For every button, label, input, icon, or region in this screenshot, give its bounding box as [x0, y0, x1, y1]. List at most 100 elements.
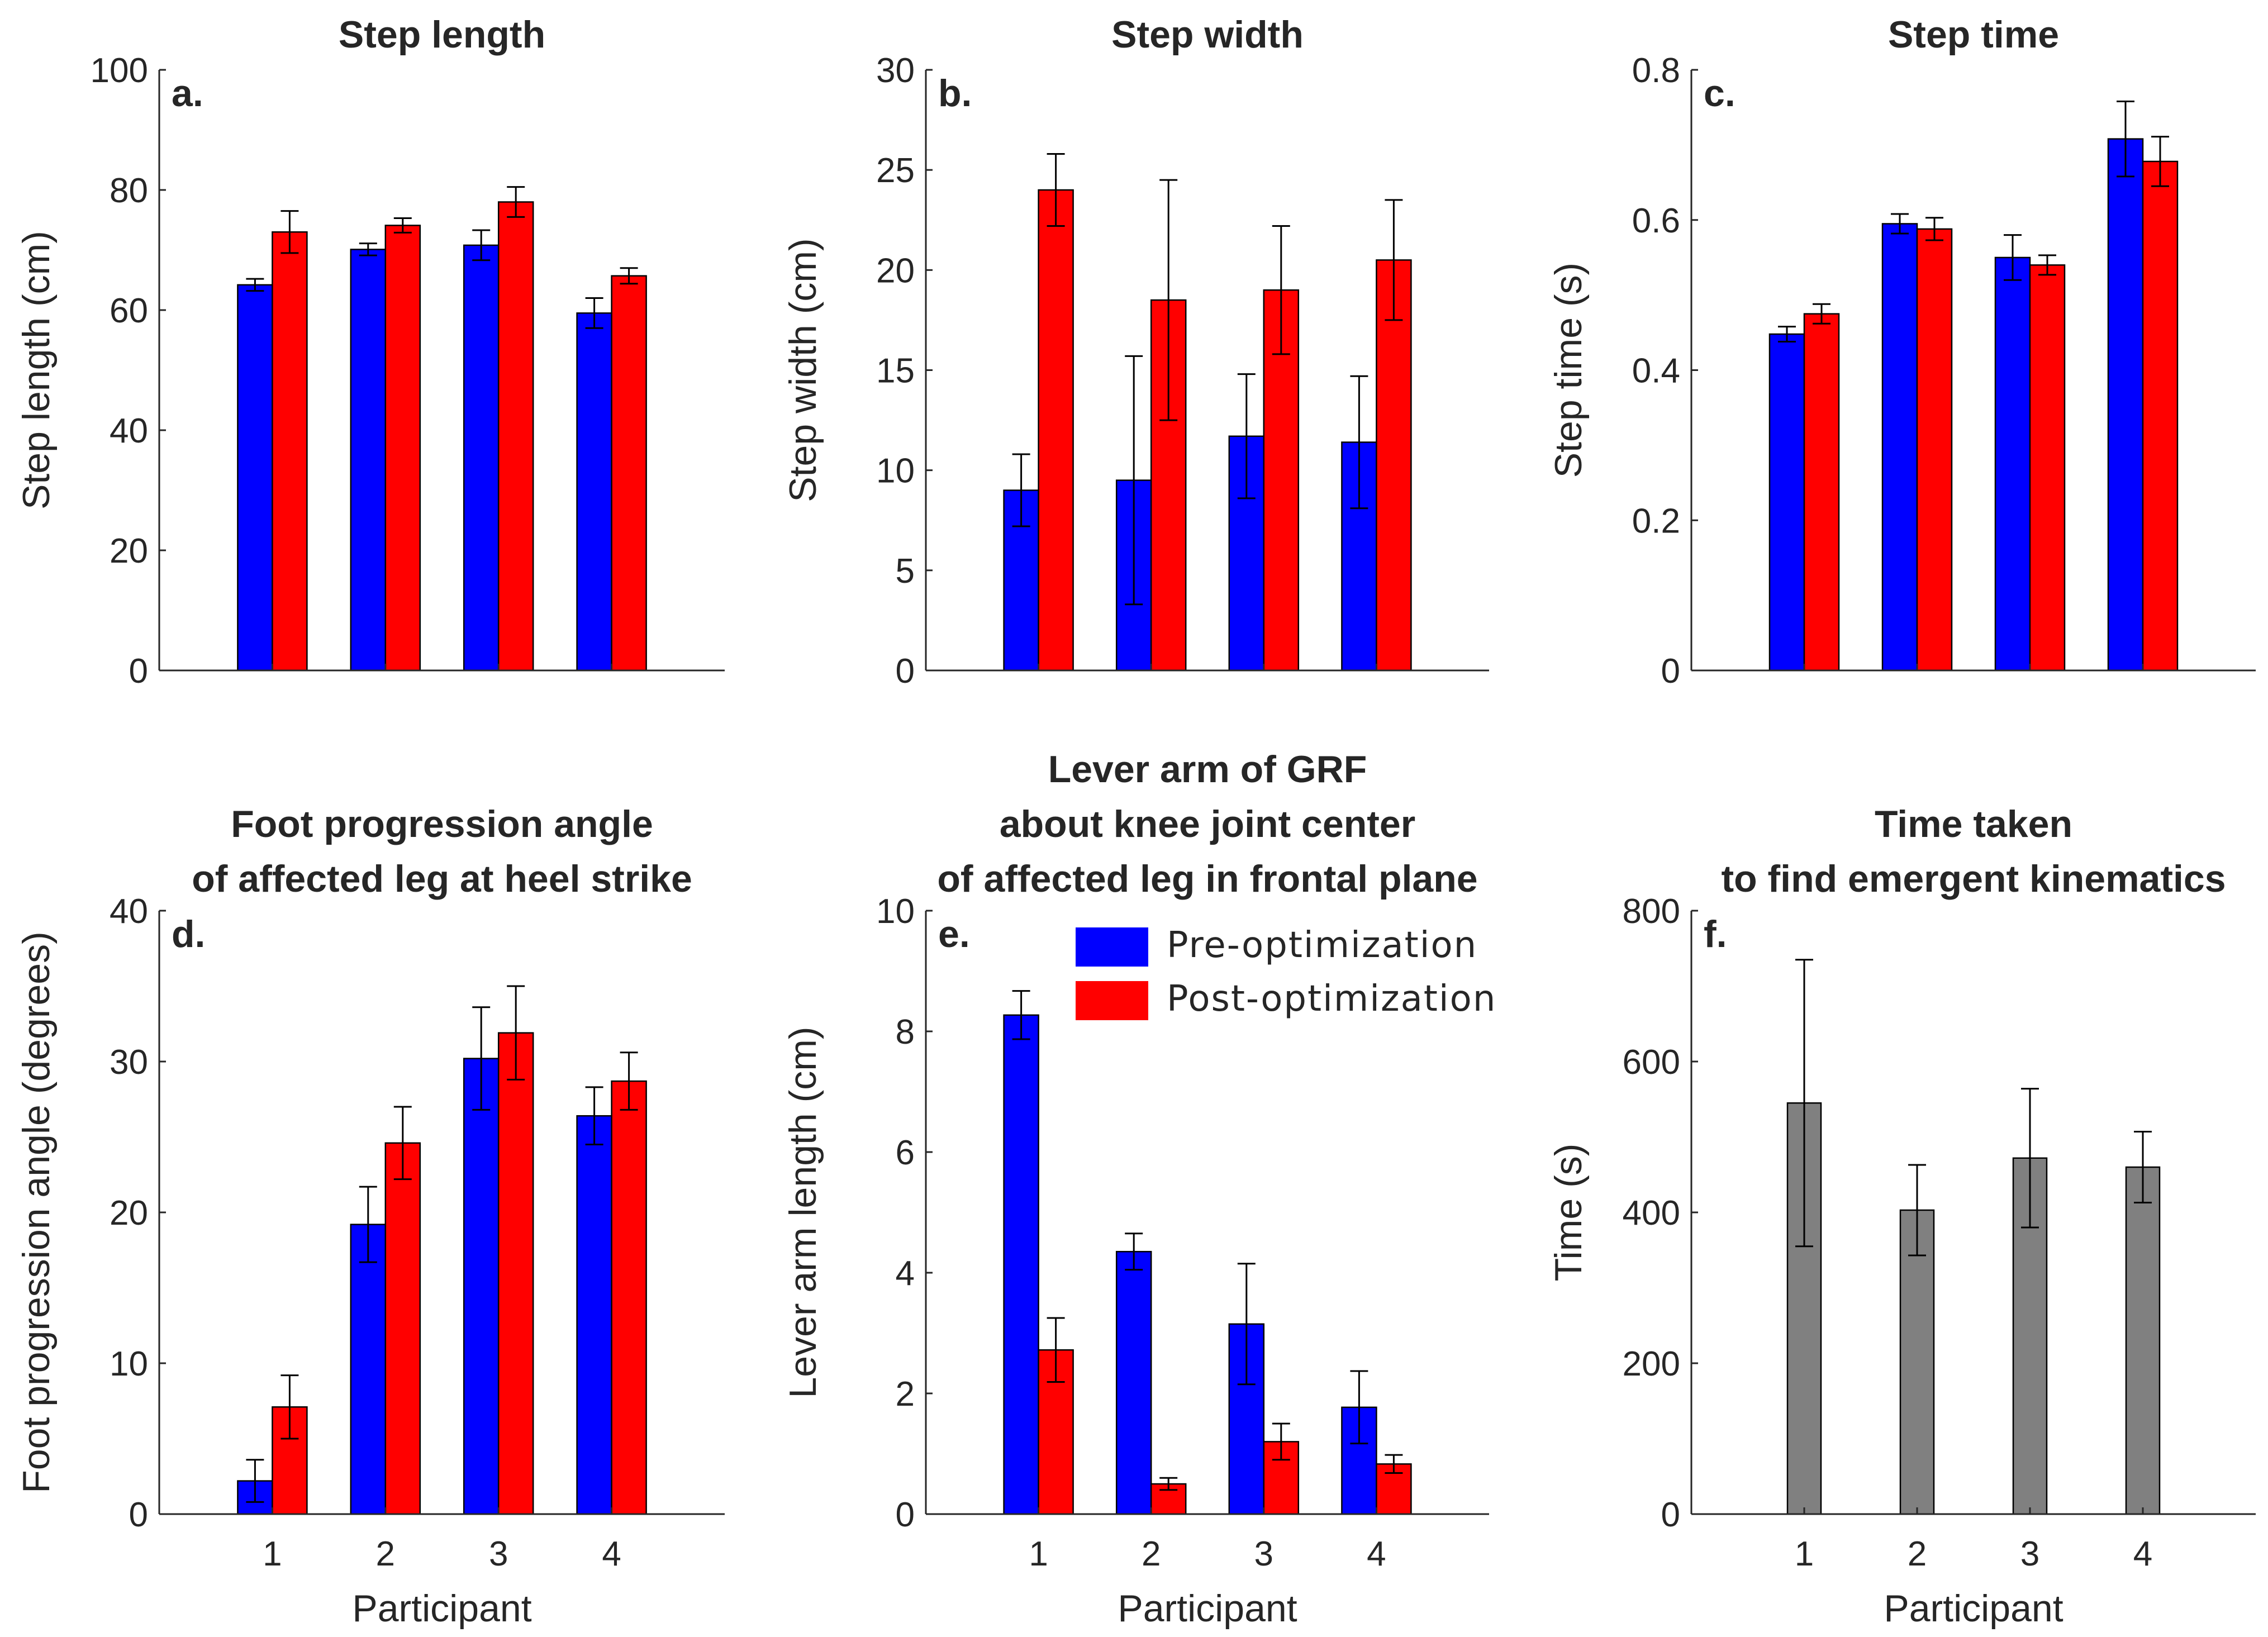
- chart-title-line: Step length: [339, 13, 545, 56]
- y-tick-label: 800: [1623, 892, 1680, 931]
- y-tick-label: 0: [896, 1496, 915, 1534]
- y-tick-label: 2: [896, 1375, 915, 1414]
- legend-label: Pre-optimization: [1167, 925, 1477, 966]
- bar-pre-p2: [350, 249, 387, 672]
- y-tick-label: 20: [110, 532, 148, 570]
- bar-post-p1: [1803, 313, 1840, 672]
- y-tick-label: 10: [876, 452, 915, 491]
- y-tick-label: 0.8: [1632, 51, 1680, 90]
- error-bar: [246, 278, 264, 292]
- y-axis-label: Step time (s): [1547, 263, 1590, 478]
- error-bar: [359, 1186, 377, 1263]
- error-bar: [1385, 199, 1403, 321]
- bar-pre-p3: [463, 1058, 500, 1515]
- error-bar: [393, 217, 412, 234]
- error-bar: [2021, 1088, 2039, 1229]
- error-bar: [1350, 375, 1368, 510]
- error-bar: [1237, 373, 1256, 499]
- bar-post-p4: [611, 275, 647, 672]
- chart-panel-b: Step width 0 5 10 15 20 25 30 Step width (cm) b.: [782, 13, 1489, 691]
- y-tick-label: 15: [876, 352, 915, 391]
- y-tick-label: 4: [896, 1254, 915, 1293]
- x-tick-label: 1: [1029, 1535, 1048, 1573]
- x-tick-label: 2: [376, 1535, 395, 1573]
- x-tick-label: 3: [489, 1535, 508, 1573]
- panel-label: b.: [938, 72, 972, 115]
- y-tick-label: 600: [1623, 1043, 1680, 1082]
- chart-title-line: Lever arm of GRF: [1048, 748, 1367, 791]
- error-bar: [2004, 234, 2022, 281]
- error-bar: [1891, 213, 1909, 235]
- error-bar: [393, 1106, 412, 1181]
- error-bar: [1125, 355, 1143, 606]
- y-tick-label: 6: [896, 1134, 915, 1172]
- y-tick-label: 0: [1661, 1496, 1680, 1534]
- error-bar: [1159, 179, 1178, 421]
- error-bar: [1012, 453, 1030, 527]
- legend: Pre-optimization Post-optimization: [1076, 925, 1496, 1020]
- panel-label: d.: [172, 913, 205, 955]
- error-bar: [1012, 990, 1030, 1040]
- y-tick-label: 40: [110, 892, 148, 931]
- chart-title-line: Foot progression angle: [231, 803, 653, 845]
- y-tick-label: 80: [110, 172, 148, 210]
- legend-swatch-pre: [1076, 927, 1148, 967]
- x-axis-label: Participant: [1884, 1587, 2063, 1630]
- x-tick-label: 4: [1367, 1535, 1386, 1573]
- error-bar: [507, 186, 525, 218]
- error-bar: [1047, 1317, 1065, 1383]
- x-tick-label: 3: [2020, 1535, 2039, 1573]
- y-tick-label: 10: [876, 892, 915, 931]
- bar-post-p2: [384, 1142, 421, 1515]
- bar-post-p2: [384, 225, 421, 672]
- y-axis-label: Time (s): [1547, 1144, 1590, 1282]
- y-tick-label: 200: [1623, 1345, 1680, 1383]
- bar-pre-p3: [1994, 256, 2031, 672]
- error-bar: [1908, 1164, 1926, 1257]
- y-tick-label: 40: [110, 412, 148, 450]
- bar-pre-p2: [350, 1224, 387, 1515]
- y-tick-label: 0: [896, 652, 915, 691]
- x-tick-label: 2: [1908, 1535, 1927, 1573]
- x-axis-label: Participant: [1118, 1587, 1297, 1630]
- bar-pre-p2: [1881, 223, 1918, 672]
- error-bar: [246, 1459, 264, 1503]
- error-bar: [620, 1051, 638, 1111]
- error-bar: [2117, 100, 2134, 178]
- chart-panel-d: Foot progression angle of affected leg at…: [15, 803, 725, 1630]
- legend-label: Post-optimization: [1167, 978, 1496, 1020]
- y-axis-label: Lever arm length (cm): [782, 1026, 824, 1398]
- chart-panel-c: Step time 0 0.2 0.4 0.6 0.8 Step time (s) c.: [1547, 13, 2256, 691]
- bar-pre-p4: [576, 1115, 612, 1515]
- bar-pre-p1: [1768, 333, 1805, 672]
- error-bar: [1047, 153, 1065, 227]
- panel-label: c.: [1704, 72, 1736, 115]
- bar-pre-p3: [463, 244, 500, 672]
- y-axis-label: Step length (cm): [15, 231, 58, 510]
- bar-post-p1: [272, 231, 308, 672]
- y-tick-label: 25: [876, 151, 915, 190]
- y-axis-label: Foot progression angle (degrees): [15, 931, 58, 1493]
- chart-panel-e: Lever arm of GRF about knee joint center o…: [782, 748, 1496, 1630]
- error-bar: [280, 210, 299, 254]
- error-bar: [1795, 959, 1813, 1248]
- bar-post-p3: [2029, 264, 2066, 672]
- y-tick-label: 20: [110, 1194, 148, 1232]
- bar-post-p4: [2142, 160, 2179, 672]
- y-tick-label: 20: [876, 251, 915, 290]
- y-tick-label: 100: [91, 51, 148, 90]
- error-bar: [2038, 254, 2056, 276]
- bar-post-p4: [611, 1080, 647, 1515]
- chart-title-line: of affected leg at heel strike: [192, 858, 692, 900]
- x-tick-label: 3: [1254, 1535, 1273, 1573]
- y-tick-label: 0.4: [1632, 352, 1680, 391]
- chart-title-line: Step width: [1111, 13, 1304, 56]
- chart-title-line: to find emergent kinematics: [1721, 858, 2226, 900]
- error-bar: [585, 297, 603, 329]
- error-bar: [472, 229, 491, 261]
- panel-label: f.: [1704, 913, 1727, 955]
- chart-panel-a: Step length 0 20 40 60 80 100 Step length (cm) a…: [15, 13, 725, 691]
- x-tick-label: 4: [602, 1535, 621, 1573]
- bar-pre-p1: [237, 284, 273, 672]
- bar-pre-p1: [1003, 1014, 1039, 1515]
